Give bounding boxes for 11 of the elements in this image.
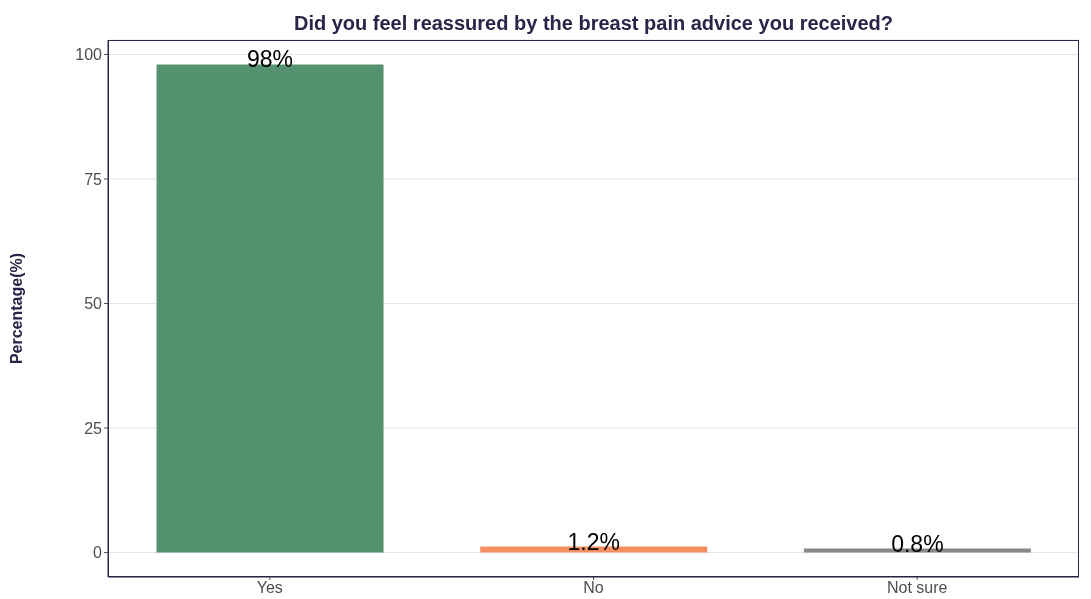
- y-tick-label: 0: [93, 544, 103, 562]
- y-tick-label: 50: [84, 295, 103, 313]
- y-tick-label: 100: [75, 46, 103, 64]
- y-tick-label: 25: [84, 419, 103, 437]
- data-label: 0.8%: [891, 530, 944, 557]
- y-axis-title: Percentage(%): [7, 252, 25, 365]
- y-tick-label: 75: [84, 170, 103, 188]
- x-tick-label: Yes: [256, 579, 283, 597]
- x-tick-label: No: [583, 579, 604, 597]
- chart-title: Did you feel reassured by the breast pain advice you received?: [292, 12, 895, 35]
- x-tick-label: Not sure: [886, 579, 948, 597]
